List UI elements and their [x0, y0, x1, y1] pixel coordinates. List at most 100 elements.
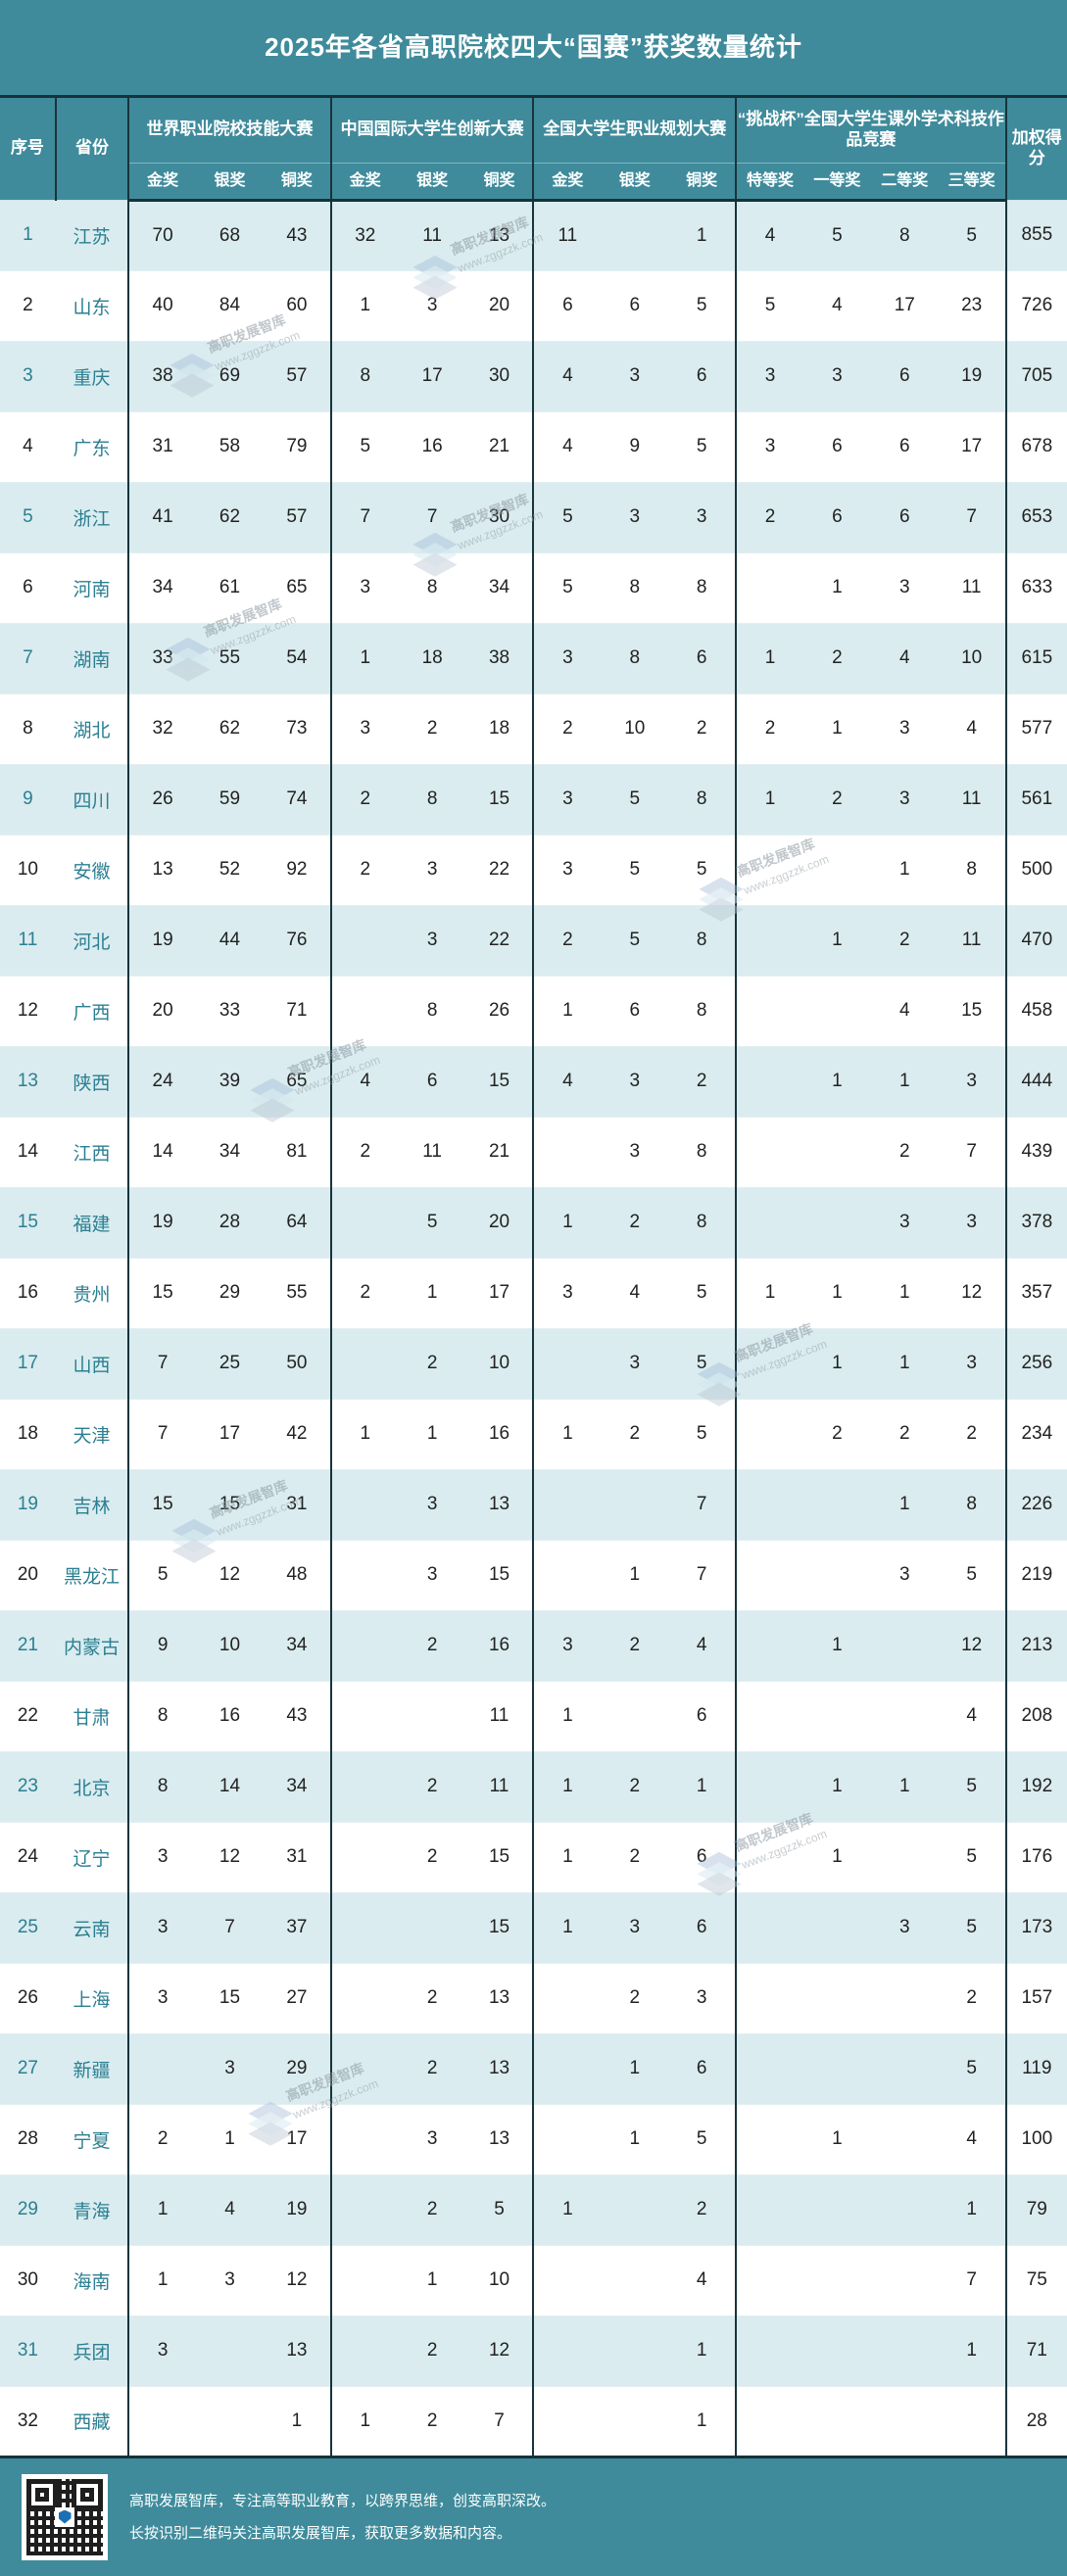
cell-award-count: 1	[802, 552, 871, 624]
header-group-innovation: 中国国际大学生创新大赛	[330, 98, 535, 164]
cell-award-count: 34	[263, 1751, 332, 1823]
cell-award-count	[601, 1681, 669, 1752]
cell-award-count: 1	[802, 1822, 871, 1893]
cell-award-count: 32	[330, 200, 399, 271]
cell-award-count: 7	[938, 482, 1007, 553]
cell-award-count: 6	[668, 623, 738, 694]
title-banner: 2025年各省高职院校四大“国赛”获奖数量统计	[0, 0, 1067, 98]
cell-award-count: 1	[533, 2174, 602, 2246]
cell-award-count	[736, 2315, 803, 2387]
cell-award-count: 3	[398, 835, 466, 906]
cell-award-count	[870, 2386, 939, 2458]
cell-award-count: 7	[465, 2386, 535, 2458]
cell-award-count: 5	[938, 1751, 1007, 1823]
cell-award-count	[330, 1469, 399, 1541]
cell-award-count	[870, 2033, 939, 2105]
cell-award-count: 33	[196, 976, 264, 1047]
cell-award-count: 15	[465, 1822, 535, 1893]
cell-award-count: 4	[802, 270, 871, 342]
cell-province: 上海	[55, 1963, 130, 2034]
cell-award-count: 13	[465, 1963, 535, 2034]
cell-weighted-score: 79	[1005, 2174, 1067, 2246]
cell-award-count: 1	[601, 2104, 669, 2175]
header-group-career-planning: 全国大学生职业规划大赛	[533, 98, 738, 164]
table-body: 1 江苏 70 68 43 32 11 13 11 1 4 5 8 5 855 2 山东 40 84 60 1 3 20 6 6…	[0, 200, 1067, 2458]
cell-award-count: 15	[128, 1258, 197, 1329]
cell-award-count: 2	[601, 1399, 669, 1470]
cell-award-count: 4	[938, 2104, 1007, 2175]
cell-award-count: 2	[802, 623, 871, 694]
cell-award-count	[802, 2033, 871, 2105]
cell-weighted-score: 28	[1005, 2386, 1067, 2458]
cell-award-count: 5	[802, 200, 871, 271]
cell-award-count: 2	[601, 1610, 669, 1682]
header-sub-ws-bronze: 铜奖	[263, 163, 332, 202]
cell-province: 湖北	[55, 693, 130, 765]
cell-award-count: 11	[398, 1117, 466, 1188]
cell-award-count	[533, 2033, 602, 2105]
cell-award-count: 1	[330, 2386, 399, 2458]
cell-award-count: 59	[196, 764, 264, 835]
cell-province: 北京	[55, 1751, 130, 1823]
table-row: 26 上海 3 15 27 2 13 2 3 2 157	[0, 1963, 1067, 2034]
cell-award-count: 16	[465, 1610, 535, 1682]
cell-award-count: 3	[870, 693, 939, 765]
cell-award-count	[398, 1892, 466, 1964]
cell-award-count	[533, 2245, 602, 2316]
cell-award-count: 3	[938, 1046, 1007, 1118]
cell-award-count: 1	[802, 1046, 871, 1118]
cell-award-count: 8	[330, 341, 399, 412]
cell-award-count	[802, 2315, 871, 2387]
cell-award-count: 1	[263, 2386, 332, 2458]
cell-award-count	[736, 1328, 803, 1400]
table-row: 32 西藏 1 1 2 7 1 28	[0, 2386, 1067, 2458]
cell-weighted-score: 213	[1005, 1610, 1067, 1682]
cell-index: 23	[0, 1751, 56, 1823]
cell-award-count: 50	[263, 1328, 332, 1400]
cell-award-count: 12	[938, 1258, 1007, 1329]
cell-award-count: 3	[601, 1328, 669, 1400]
cell-award-count: 1	[601, 1540, 669, 1611]
cell-award-count: 76	[263, 905, 332, 977]
cell-award-count: 43	[263, 200, 332, 271]
table-row: 31 兵团 3 13 2 12 1 1 71	[0, 2315, 1067, 2387]
cell-weighted-score: 470	[1005, 905, 1067, 977]
cell-index: 18	[0, 1399, 56, 1470]
cell-index: 6	[0, 552, 56, 624]
cell-award-count: 2	[398, 1963, 466, 2034]
cell-award-count	[736, 2174, 803, 2246]
cell-award-count: 15	[465, 1540, 535, 1611]
header-group-row: 序号 省份 世界职业院校技能大赛 中国国际大学生创新大赛 全国大学生职业规划大赛…	[0, 98, 1067, 201]
cell-province: 山东	[55, 270, 130, 342]
cell-award-count: 8	[398, 552, 466, 624]
cell-award-count: 8	[128, 1681, 197, 1752]
cell-province: 广西	[55, 976, 130, 1047]
header-sub-cp-gold: 金奖	[533, 163, 602, 202]
table-row: 20 黑龙江 5 12 48 3 15 1 7 3 5 219	[0, 1540, 1067, 1611]
cell-award-count	[870, 1681, 939, 1752]
cell-award-count: 8	[870, 200, 939, 271]
cell-award-count: 3	[196, 2245, 264, 2316]
cell-award-count: 29	[196, 1258, 264, 1329]
cell-award-count	[736, 1469, 803, 1541]
cell-award-count: 6	[668, 1822, 738, 1893]
table-row: 8 湖北 32 62 73 3 2 18 2 10 2 2 1 3 4 577	[0, 693, 1067, 765]
cell-award-count	[736, 905, 803, 977]
cell-award-count: 13	[128, 835, 197, 906]
cell-award-count: 6	[870, 411, 939, 483]
cell-award-count: 7	[128, 1399, 197, 1470]
table-row: 7 湖南 33 55 54 1 18 38 3 8 6 1 2 4 10 615	[0, 623, 1067, 694]
cell-award-count: 3	[870, 1187, 939, 1259]
cell-award-count: 6	[668, 341, 738, 412]
cell-award-count	[736, 1681, 803, 1752]
cell-weighted-score: 192	[1005, 1751, 1067, 1823]
cell-award-count: 38	[465, 623, 535, 694]
cell-award-count: 17	[398, 341, 466, 412]
cell-index: 16	[0, 1258, 56, 1329]
cell-award-count: 8	[938, 835, 1007, 906]
cell-award-count: 1	[802, 1751, 871, 1823]
cell-award-count: 1	[870, 1046, 939, 1118]
cell-award-count: 5	[668, 2104, 738, 2175]
cell-province: 天津	[55, 1399, 130, 1470]
cell-award-count: 2	[128, 2104, 197, 2175]
